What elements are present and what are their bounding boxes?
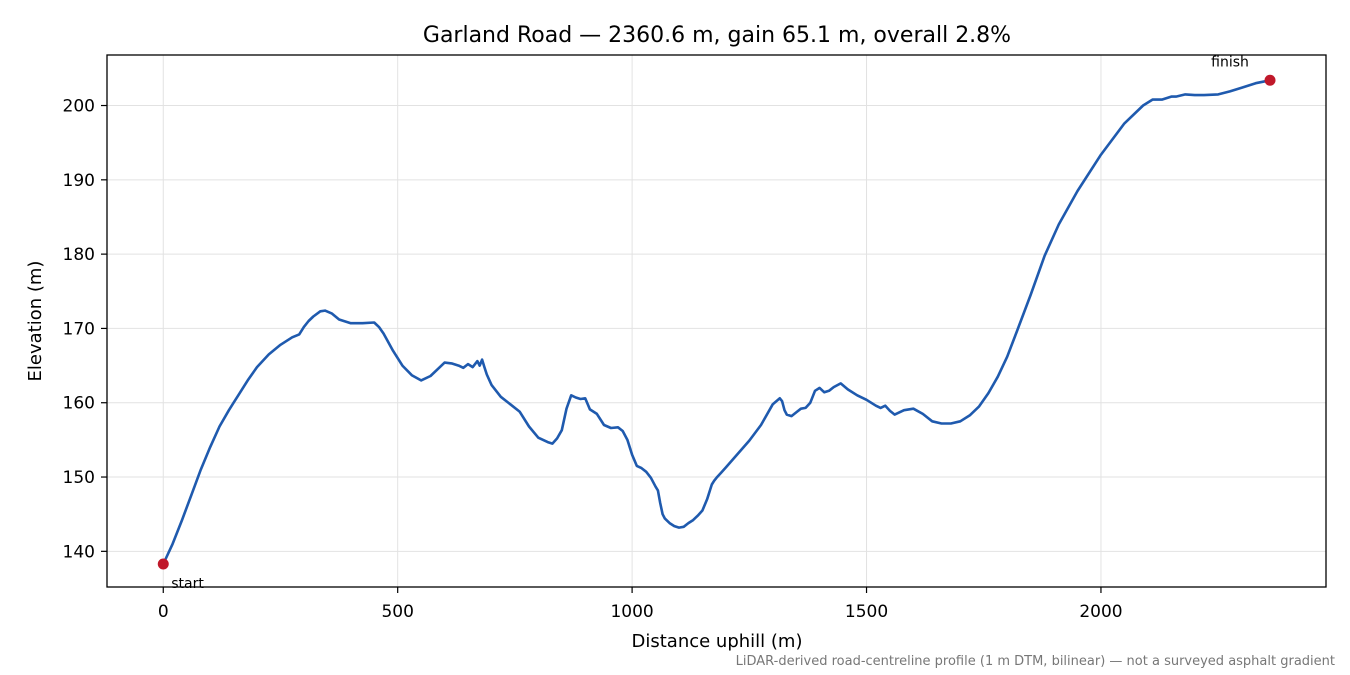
x-axis-ticks: 0 500 1000 1500 2000 bbox=[158, 587, 1123, 622]
x-tick-label: 1500 bbox=[845, 602, 888, 622]
start-marker bbox=[157, 558, 169, 570]
chart-title: Garland Road — 2360.6 m, gain 65.1 m, ov… bbox=[423, 23, 1011, 48]
finish-marker bbox=[1264, 74, 1276, 86]
gridlines bbox=[107, 55, 1326, 587]
plot-frame bbox=[106, 54, 1327, 588]
y-axis-label: Elevation (m) bbox=[25, 261, 46, 382]
x-tick-label: 1000 bbox=[610, 602, 653, 622]
y-tick-label: 150 bbox=[63, 468, 95, 488]
y-tick-label: 190 bbox=[63, 171, 95, 191]
y-axis-ticks: 140 150 160 170 180 190 200 bbox=[63, 97, 107, 562]
x-tick-label: 500 bbox=[381, 602, 413, 622]
y-tick-label: 200 bbox=[63, 97, 95, 117]
finish-label: finish bbox=[1211, 54, 1249, 70]
x-tick-label: 2000 bbox=[1079, 602, 1122, 622]
start-label: start bbox=[171, 576, 204, 592]
y-tick-label: 170 bbox=[63, 319, 95, 339]
plot-background bbox=[107, 55, 1326, 587]
y-tick-label: 180 bbox=[63, 245, 95, 265]
y-tick-label: 160 bbox=[63, 394, 95, 414]
x-tick-label: 0 bbox=[158, 602, 169, 622]
y-tick-label: 140 bbox=[63, 542, 95, 562]
elevation-profile-line bbox=[162, 79, 1272, 566]
x-axis-label: Distance uphill (m) bbox=[632, 631, 803, 652]
footnote: LiDAR-derived road-centreline profile (1… bbox=[736, 654, 1335, 669]
